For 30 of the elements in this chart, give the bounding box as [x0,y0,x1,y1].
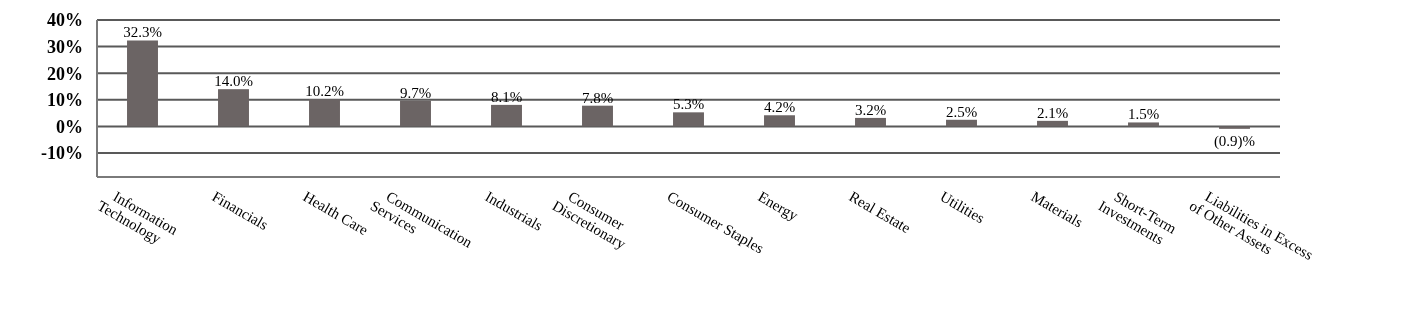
bar [764,115,795,127]
y-tick-label: 30% [47,36,83,57]
data-label: 1.5% [1127,106,1160,123]
bar [1219,126,1250,129]
data-label: 14.0% [214,73,253,90]
data-label: 9.7% [399,84,432,101]
data-label: 10.2% [305,83,344,100]
data-label: (0.9)% [1213,133,1256,151]
bar [673,112,704,127]
data-label: 2.5% [945,103,978,120]
bar [218,89,249,127]
bar [491,104,522,127]
bar [1037,120,1068,127]
bar [309,99,340,127]
y-tick-label: 0% [56,116,83,137]
data-label: 3.2% [854,101,887,118]
data-label: 4.2% [763,99,796,116]
bar [127,40,158,127]
y-tick-label: 10% [47,90,83,111]
bar [400,100,431,127]
bar [946,119,977,127]
y-tick-label: 20% [47,63,83,84]
data-label: 5.3% [672,96,705,113]
bar [855,117,886,127]
bar [582,105,613,127]
y-tick-label: 40% [47,10,83,31]
data-label: 2.1% [1036,104,1069,121]
y-tick-label: -10% [41,143,83,164]
bar [1128,122,1159,127]
data-label: 32.3% [123,24,162,41]
